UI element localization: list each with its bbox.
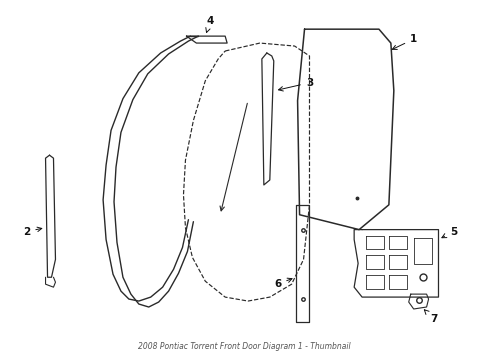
Text: 7: 7 — [424, 310, 436, 324]
Text: 5: 5 — [441, 226, 456, 238]
Text: 6: 6 — [274, 278, 291, 289]
Text: 1: 1 — [391, 34, 416, 49]
Text: 4: 4 — [205, 16, 214, 32]
Text: 2: 2 — [23, 226, 41, 237]
Text: 2008 Pontiac Torrent Front Door Diagram 1 - Thumbnail: 2008 Pontiac Torrent Front Door Diagram … — [138, 342, 349, 351]
Text: 3: 3 — [278, 78, 312, 91]
